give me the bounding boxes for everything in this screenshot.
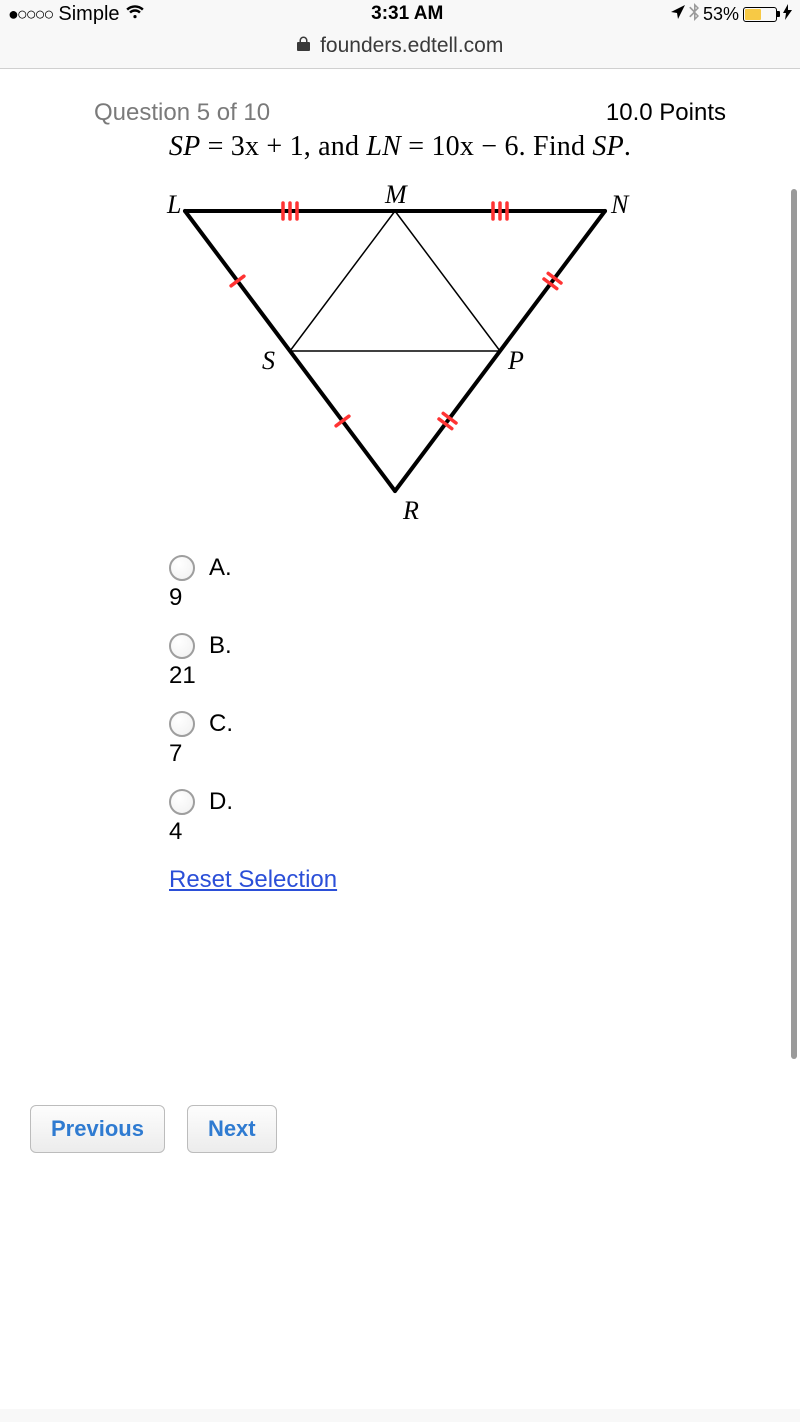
status-left: ●○○○○ Simple: [8, 3, 144, 26]
bluetooth-icon: [689, 3, 699, 26]
radio-icon[interactable]: [169, 633, 195, 659]
option-c-value: 7: [169, 740, 776, 768]
carrier-label: Simple: [58, 3, 119, 26]
diagram: L M N S P R: [24, 181, 776, 526]
answer-list: A. 9 B. 21 C. 7 D. 4 Reset Selection: [169, 554, 776, 894]
option-d-value: 4: [169, 818, 776, 846]
status-time: 3:31 AM: [371, 3, 443, 25]
signal-strength-icon: ●○○○○: [8, 4, 52, 25]
triangle-figure: L M N S P R: [165, 181, 635, 521]
url-text: founders.edtell.com: [320, 34, 503, 57]
previous-button[interactable]: Previous: [30, 1105, 165, 1153]
option-c[interactable]: C.: [169, 710, 776, 738]
status-right: 53%: [671, 3, 792, 26]
option-a-value: 9: [169, 584, 776, 612]
svg-text:N: N: [610, 190, 630, 219]
var-sp2: SP: [592, 131, 624, 162]
battery-icon: [743, 7, 777, 22]
reset-selection-link[interactable]: Reset Selection: [169, 866, 337, 893]
battery-percent: 53%: [703, 4, 739, 25]
radio-icon[interactable]: [169, 789, 195, 815]
svg-text:R: R: [402, 496, 419, 521]
option-letter: B.: [209, 632, 232, 660]
wifi-icon: [126, 5, 144, 24]
option-b-value: 21: [169, 662, 776, 690]
scroll-indicator[interactable]: [791, 189, 797, 1059]
radio-icon[interactable]: [169, 555, 195, 581]
option-a[interactable]: A.: [169, 554, 776, 582]
svg-text:P: P: [507, 346, 524, 375]
charging-icon: [783, 4, 792, 24]
option-b[interactable]: B.: [169, 632, 776, 660]
question-header: Question 5 of 10 10.0 Points: [24, 99, 776, 127]
next-button[interactable]: Next: [187, 1105, 277, 1153]
status-bar: ●○○○○ Simple 3:31 AM 53%: [0, 0, 800, 28]
question-prompt: SP = 3x + 1, and LN = 10x − 6. Find SP.: [24, 131, 776, 163]
svg-text:M: M: [384, 181, 408, 209]
url-bar[interactable]: founders.edtell.com: [0, 28, 800, 69]
location-icon: [671, 4, 685, 24]
radio-icon[interactable]: [169, 711, 195, 737]
var-sp: SP: [169, 131, 201, 162]
var-ln: LN: [366, 131, 401, 162]
eq-end: .: [624, 131, 631, 162]
nav-buttons: Previous Next: [30, 1105, 277, 1153]
question-points: 10.0 Points: [606, 99, 726, 127]
svg-text:S: S: [262, 346, 275, 375]
option-letter: A.: [209, 554, 232, 582]
content-area: Question 5 of 10 10.0 Points SP = 3x + 1…: [0, 69, 800, 1409]
option-letter: D.: [209, 788, 233, 816]
battery-fill: [745, 9, 761, 20]
svg-text:L: L: [166, 190, 181, 219]
option-d[interactable]: D.: [169, 788, 776, 816]
option-letter: C.: [209, 710, 233, 738]
lock-icon: [297, 38, 314, 55]
eq-part1: = 3x + 1, and: [200, 131, 366, 162]
eq-part2: = 10x − 6. Find: [401, 131, 592, 162]
question-index: Question 5 of 10: [94, 99, 270, 127]
